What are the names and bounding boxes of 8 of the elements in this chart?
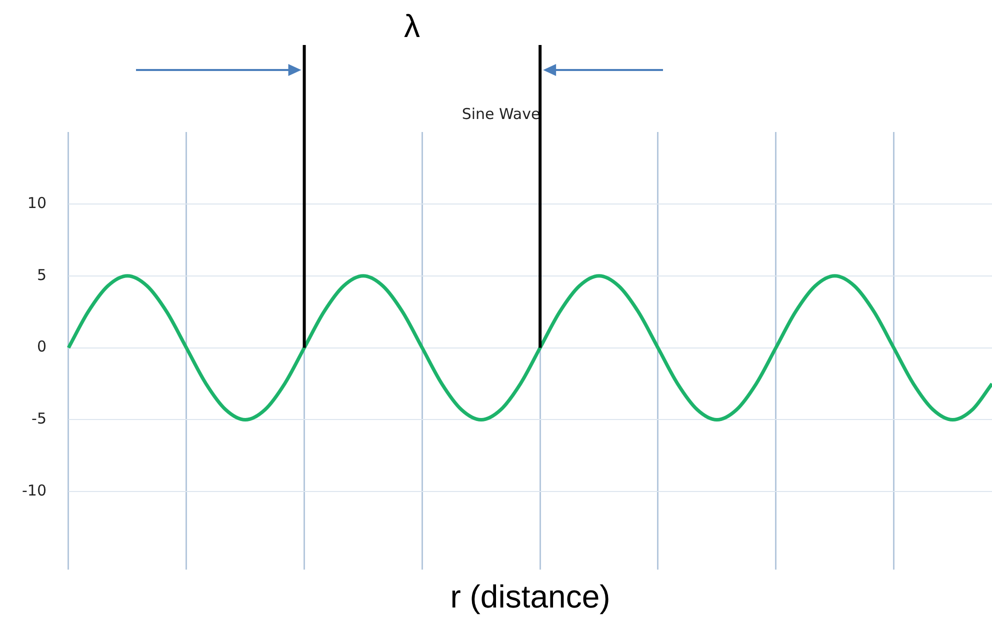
line-series (66, 274, 992, 422)
text: λ (404, 8, 420, 45)
y-tick-label: -5 (32, 410, 46, 428)
y-tick-label: 5 (36, 266, 46, 284)
y-tick-label: 10 (27, 194, 46, 212)
x-axis-title: r (distance) (450, 578, 610, 615)
y-tick-label: -10 (22, 482, 46, 500)
y-tick-label: 0 (36, 338, 46, 356)
